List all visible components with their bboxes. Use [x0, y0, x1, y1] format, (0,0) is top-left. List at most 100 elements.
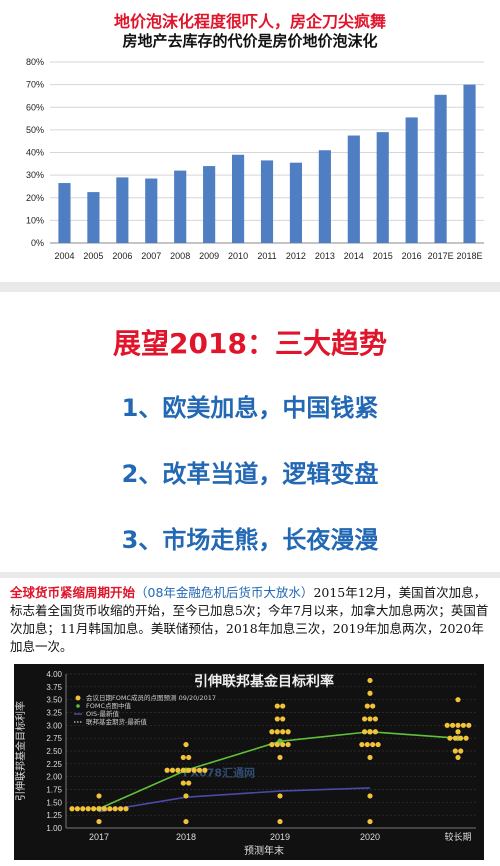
y-tick-label: 10% — [26, 215, 44, 225]
fomc-dot — [367, 754, 373, 761]
fomc-dot — [372, 716, 378, 722]
fomc-dot — [186, 754, 192, 761]
bar — [203, 166, 216, 243]
y-tick-label: 50% — [26, 125, 44, 135]
fomc-dot — [458, 748, 464, 754]
fomc-dot — [370, 741, 376, 748]
bar — [318, 150, 331, 243]
y-tick-label: 40% — [26, 148, 44, 158]
legend-label: 会议日期FOMC成员的点图预测 09/20/2017 — [86, 693, 216, 702]
fomc-dot — [274, 703, 280, 709]
x-tick-label: 2005 — [83, 251, 103, 261]
x-tick-label: 2019 — [270, 832, 290, 842]
tightening-panel: 全球货币紧缩周期开始（08年金融危机后货币大放水）2015年12月，美国首次加息… — [0, 578, 500, 866]
bar — [58, 183, 71, 243]
y-tick-label: 1.75 — [46, 786, 62, 795]
y-tick-label: 1.25 — [46, 811, 62, 820]
fomc-dot — [274, 716, 280, 722]
fomc-dot — [118, 806, 124, 812]
fomc-dot — [362, 729, 368, 735]
fomc-dot — [367, 729, 373, 735]
bar — [347, 135, 360, 243]
fomc-dot — [455, 729, 461, 735]
fomc-dot — [196, 767, 203, 773]
y-tick-label: 3.25 — [46, 709, 62, 718]
fomc-dot — [269, 741, 275, 748]
fomc-dot — [277, 818, 283, 825]
fomc-dot — [180, 780, 186, 786]
tightening-subtitle: （08年金融危机后货币大放水） — [135, 585, 314, 600]
fomc-dot — [285, 729, 291, 735]
fomc-dot — [367, 690, 373, 696]
fomc-dot — [186, 767, 192, 773]
fomc-dot — [463, 735, 469, 741]
bar — [260, 160, 274, 243]
fomc-dot — [96, 818, 102, 825]
fomc-dot — [450, 722, 456, 728]
fomc-dot — [183, 793, 189, 799]
legend-label: OIS-最新值 — [86, 709, 120, 718]
dot-plot-title: 引伸联邦基金目标利率 — [194, 673, 334, 690]
y-tick-label: 2.50 — [46, 747, 62, 756]
fomc-dot — [183, 741, 189, 748]
x-tick-label: 2007 — [141, 251, 161, 261]
fomc-dot — [367, 818, 373, 825]
legend-swatch — [76, 704, 80, 708]
fomc-dot — [367, 716, 373, 722]
y-tick-label: 3.00 — [46, 721, 62, 730]
x-tick-label: 2009 — [199, 251, 219, 261]
fomc-dot — [274, 741, 280, 748]
x-tick-label: 2018E — [457, 251, 483, 261]
fomc-dot — [447, 735, 453, 741]
fomc-dot — [101, 806, 107, 812]
x-tick-label: 2008 — [170, 251, 190, 261]
fomc-dot — [285, 741, 291, 748]
outlook-heading: 展望2018：三大趋势 — [113, 327, 387, 360]
y-axis-label: 引伸联邦基金目标利率 — [14, 701, 27, 801]
x-tick-label: 2020 — [360, 832, 380, 842]
fomc-dot — [112, 806, 118, 812]
bar — [434, 94, 447, 244]
x-tick-label: 2018 — [176, 832, 196, 842]
x-tick-label: 2017E — [428, 251, 454, 261]
x-axis-label: 预测年末 — [244, 844, 284, 857]
x-tick-label: 2011 — [257, 251, 276, 261]
fomc-dot — [175, 767, 181, 773]
fomc-dot — [183, 818, 189, 825]
y-tick-label: 70% — [26, 80, 44, 90]
y-tick-label: 3.50 — [46, 696, 62, 705]
bar — [405, 117, 418, 243]
trend-item-1: 1、欧美加息，中国钱紧 — [121, 394, 379, 422]
fomc-dot — [123, 806, 129, 812]
x-tick-label: 2010 — [228, 251, 248, 261]
y-tick-label: 60% — [26, 102, 44, 112]
fomc-dot — [169, 767, 176, 773]
tightening-text: 全球货币紧缩周期开始（08年金融危机后货币大放水）2015年12月，美国首次加息… — [10, 584, 492, 656]
x-tick-label: 2004 — [54, 251, 74, 261]
fomc-dot — [269, 729, 275, 735]
chart-subtitle: 房地产去库存的代价是房价地价泡沫化 — [122, 32, 378, 50]
y-tick-label: 20% — [26, 193, 44, 203]
fomc-dot — [164, 767, 170, 773]
bar — [174, 170, 187, 243]
fomc-dot — [91, 806, 97, 812]
y-tick-label: 2.25 — [46, 760, 62, 769]
chart-title: 地价泡沫化程度很吓人，房企刀尖疯舞 — [113, 12, 386, 31]
fomc-dot — [452, 748, 458, 754]
fomc-dot — [96, 793, 102, 799]
trend-item-2: 2、改革当道，逻辑变盘 — [121, 460, 379, 488]
fomc-dot — [280, 716, 286, 722]
fomc-dot — [455, 697, 461, 703]
x-tick-label: 2017 — [89, 832, 109, 842]
y-tick-label: 1.50 — [46, 798, 62, 807]
fomc-dot — [180, 767, 186, 773]
dot-plot-frame: 引伸联邦基金目标利率 1.00 1.25 1.50 1.75 2.00 2.25 2.50 2.… — [14, 664, 484, 860]
x-tick-label: 较长期 — [444, 831, 471, 842]
fomc-dot — [364, 703, 370, 709]
fomc-dot — [458, 735, 464, 741]
fomc-dot — [186, 780, 192, 786]
fomc-dot — [280, 741, 286, 748]
legend-swatch — [75, 695, 81, 701]
fomc-dot — [452, 735, 458, 741]
fomc-dot — [74, 806, 80, 812]
